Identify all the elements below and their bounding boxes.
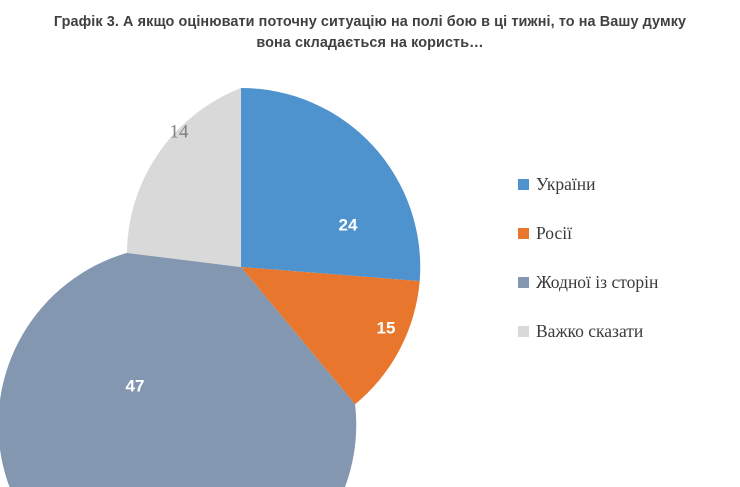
chart-title: Графік 3. А якщо оцінювати поточну ситуа…	[40, 12, 700, 54]
legend-item-ukraine[interactable]: України	[518, 160, 733, 209]
legend-label-russia: Росії	[536, 222, 572, 243]
square-swatch-icon	[518, 179, 529, 190]
pie-slice-neither[interactable]	[0, 252, 357, 487]
square-swatch-icon	[518, 228, 529, 239]
legend-item-russia[interactable]: Росії	[518, 209, 733, 258]
legend-label-ukraine: України	[536, 173, 596, 194]
legend-label-hard-to-say: Важко сказати	[536, 320, 644, 341]
pie-svg: 24 15 47 14	[0, 87, 421, 487]
chart-title-line-1: Графік 3. А якщо оцінювати поточну ситуа…	[53, 14, 687, 30]
legend-label-neither: Жодної із сторін	[536, 271, 659, 292]
pie-slice-russia[interactable]	[241, 267, 420, 405]
square-swatch-icon	[518, 326, 529, 337]
square-swatch-icon	[518, 277, 529, 288]
legend: України Росії Жодної із сторін Важко ска…	[518, 160, 733, 356]
chart-title-line-2: вона складається на користь…	[256, 35, 484, 51]
pie-label-neither: 47	[126, 377, 145, 396]
pie-label-russia: 15	[377, 319, 396, 338]
pie-slice-ukraine[interactable]	[241, 87, 421, 282]
pie-slice-hard-to-say[interactable]	[126, 88, 241, 267]
legend-item-hard-to-say[interactable]: Важко сказати	[518, 307, 733, 356]
pie-label-hard-to-say: 14	[170, 122, 190, 143]
pie-label-ukraine: 24	[339, 216, 358, 235]
legend-item-neither[interactable]: Жодної із сторін	[518, 258, 733, 307]
plot-area: 24 15 47 14	[0, 70, 500, 487]
